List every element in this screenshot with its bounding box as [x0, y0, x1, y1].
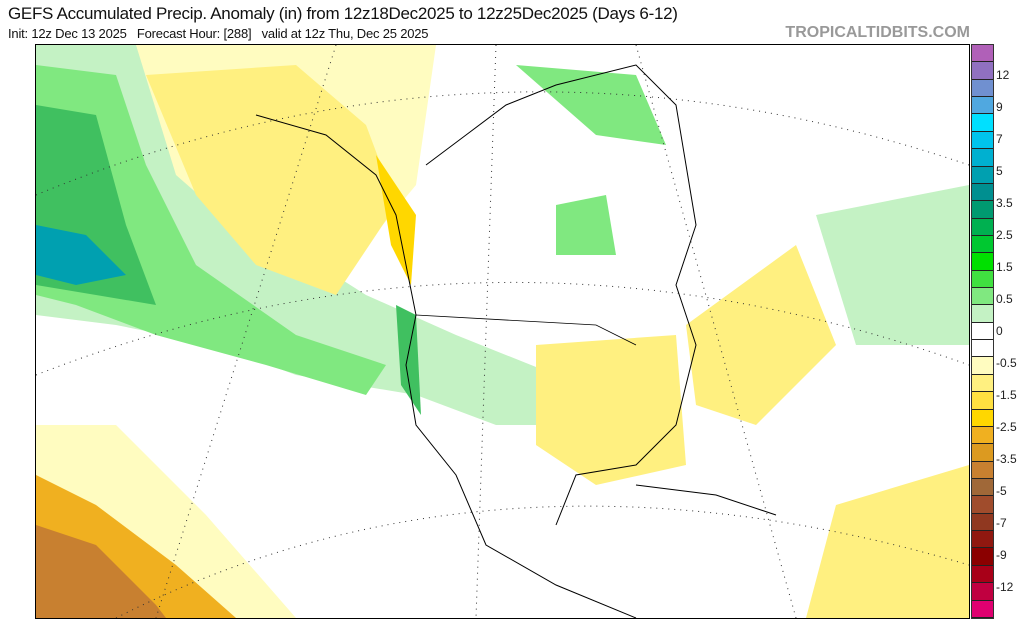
colorbar-swatch: [972, 149, 993, 167]
colorbar-label: 1.5: [996, 260, 1013, 274]
map-subtitle: Init: 12z Dec 13 2025 Forecast Hour: [28…: [8, 26, 429, 41]
colorbar-swatch: [972, 478, 993, 497]
map-title: GEFS Accumulated Precip. Anomaly (in) fr…: [8, 4, 678, 23]
map-canvas: [36, 45, 969, 618]
colorbar-swatch: [972, 270, 993, 289]
colorbar-label: 0.5: [996, 292, 1013, 306]
colorbar-label: -12: [996, 580, 1014, 594]
colorbar-swatch: [972, 201, 993, 219]
brand-watermark: TROPICALTIDBITS.COM: [785, 24, 970, 41]
colorbar-swatch: [972, 444, 993, 462]
colorbar: [971, 44, 994, 619]
colorbar-label: -1.5: [996, 388, 1017, 402]
colorbar-swatch: [972, 461, 993, 479]
anomaly-fields: [36, 45, 969, 618]
colorbar-swatch: [972, 600, 993, 618]
colorbar-label: -0.5: [996, 356, 1017, 370]
colorbar-label: 2.5: [996, 228, 1013, 242]
colorbar-swatch: [972, 79, 993, 98]
colorbar-swatch: [972, 45, 993, 63]
colorbar-label: 5: [996, 164, 1003, 178]
precip-anomaly-map: [35, 44, 970, 619]
colorbar-swatch: [972, 374, 993, 393]
colorbar-swatch: [972, 114, 993, 132]
colorbar-swatch: [972, 565, 993, 584]
colorbar-swatch: [972, 97, 993, 115]
colorbar-label: -5: [996, 484, 1007, 498]
colorbar-label: -3.5: [996, 452, 1017, 466]
colorbar-swatch: [972, 548, 993, 566]
colorbar-swatch: [972, 131, 993, 150]
colorbar-swatch: [972, 288, 993, 306]
colorbar-label: 12: [996, 68, 1010, 82]
colorbar-swatch: [972, 531, 993, 549]
colorbar-swatch: [972, 583, 993, 601]
colorbar-label: -2.5: [996, 420, 1017, 434]
colorbar-swatch: [972, 322, 993, 341]
coastlines: [255, 64, 777, 618]
colorbar-label: 9: [996, 100, 1003, 114]
colorbar-swatch: [972, 496, 993, 514]
colorbar-label: 0: [996, 324, 1003, 338]
colorbar-swatch: [972, 340, 993, 358]
colorbar-swatch: [972, 392, 993, 410]
colorbar-swatch: [972, 166, 993, 184]
colorbar-swatch: [972, 357, 993, 375]
colorbar-swatch: [972, 513, 993, 532]
colorbar-swatch: [972, 253, 993, 271]
colorbar-swatch: [972, 305, 993, 323]
graticule: [36, 45, 969, 618]
colorbar-swatch: [972, 62, 993, 80]
colorbar-label: 7: [996, 132, 1003, 146]
colorbar-swatch: [972, 235, 993, 254]
colorbar-swatch: [972, 409, 993, 427]
colorbar-swatch: [972, 183, 993, 202]
colorbar-swatch: [972, 426, 993, 445]
colorbar-label: 3.5: [996, 196, 1013, 210]
colorbar-label: -9: [996, 548, 1007, 562]
colorbar-label: -7: [996, 516, 1007, 530]
colorbar-swatch: [972, 218, 993, 236]
